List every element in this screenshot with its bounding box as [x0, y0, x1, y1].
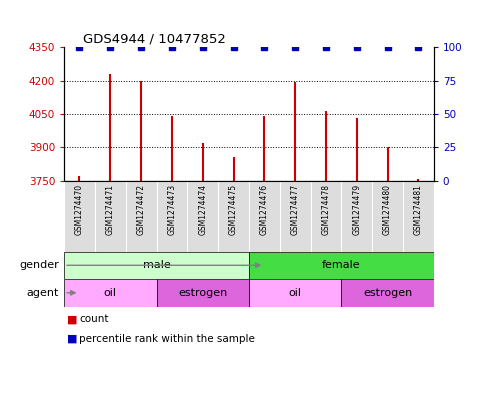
Text: GSM1274481: GSM1274481: [414, 184, 423, 235]
Text: GSM1274471: GSM1274471: [106, 184, 115, 235]
Text: GSM1274473: GSM1274473: [168, 184, 176, 235]
Text: female: female: [322, 260, 361, 270]
Bar: [64, 279, 157, 307]
Text: percentile rank within the sample: percentile rank within the sample: [79, 334, 255, 344]
Text: estrogen: estrogen: [178, 288, 227, 298]
Text: male: male: [142, 260, 171, 270]
Text: GSM1274477: GSM1274477: [291, 184, 300, 235]
Text: count: count: [79, 314, 108, 324]
Text: agent: agent: [27, 288, 59, 298]
Text: GDS4944 / 10477852: GDS4944 / 10477852: [83, 33, 225, 46]
Text: GSM1274474: GSM1274474: [198, 184, 207, 235]
Text: GSM1274475: GSM1274475: [229, 184, 238, 235]
Text: oil: oil: [289, 288, 302, 298]
Text: GSM1274478: GSM1274478: [321, 184, 330, 235]
Text: GSM1274479: GSM1274479: [352, 184, 361, 235]
Text: GSM1274470: GSM1274470: [75, 184, 84, 235]
Bar: [157, 279, 249, 307]
Bar: [341, 279, 434, 307]
Text: GSM1274472: GSM1274472: [137, 184, 145, 235]
Text: gender: gender: [19, 260, 59, 270]
Text: estrogen: estrogen: [363, 288, 412, 298]
Text: ■: ■: [67, 314, 77, 324]
Bar: [64, 252, 249, 279]
Text: ■: ■: [67, 334, 77, 344]
Text: GSM1274480: GSM1274480: [383, 184, 392, 235]
Bar: [249, 252, 434, 279]
Bar: [249, 279, 341, 307]
Text: GSM1274476: GSM1274476: [260, 184, 269, 235]
Text: oil: oil: [104, 288, 117, 298]
